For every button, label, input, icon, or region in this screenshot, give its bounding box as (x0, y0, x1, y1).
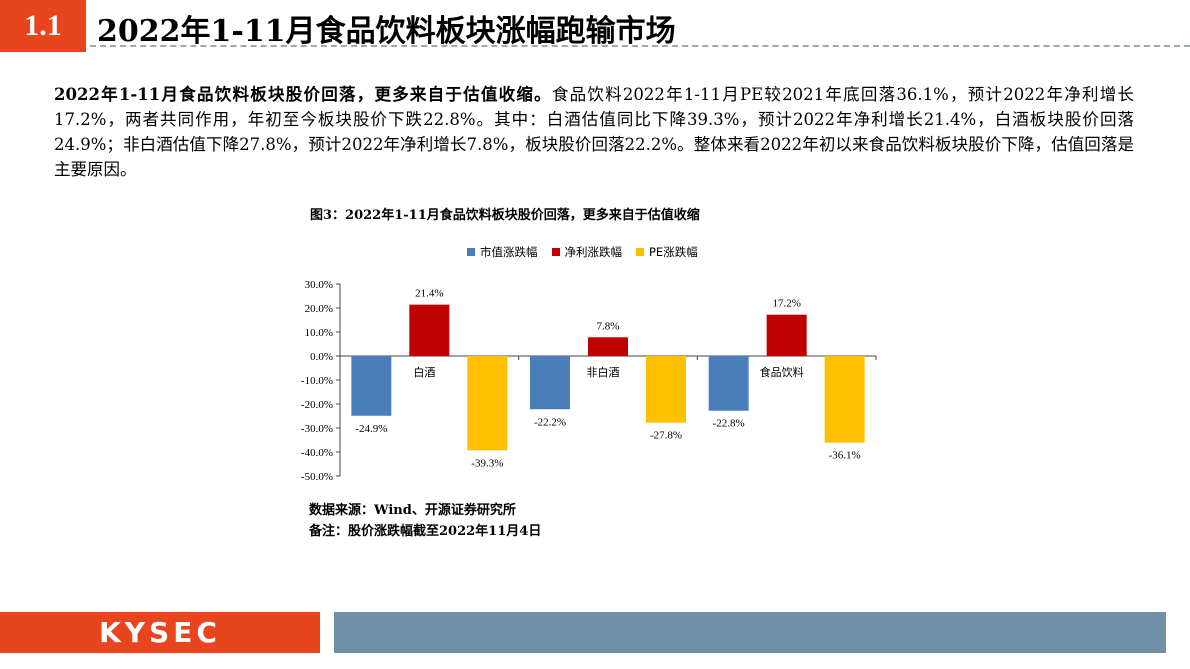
note-line: 备注：股价涨跌幅截至2022年11月4日 (309, 524, 542, 539)
summary-paragraph: 2022年1-11月食品饮料板块股价回落，更多来自于估值收缩。食品饮料2022年… (54, 82, 1134, 182)
legend-item-net-profit: 净利涨跌幅 (551, 244, 623, 260)
bar (588, 337, 628, 356)
y-tick-label: 10.0% (305, 327, 333, 339)
legend-swatch (551, 248, 560, 256)
figure-title: 图3：2022年1-11月食品饮料板块股价回落，更多来自于估值收缩 (310, 208, 700, 223)
data-label: 17.2% (772, 298, 800, 310)
bar (708, 356, 749, 411)
page-title: 2022年1-11月食品饮料板块涨幅跑输市场 (97, 14, 676, 49)
category-label: 白酒 (413, 365, 435, 379)
data-label: -22.8% (713, 418, 745, 430)
data-label: 7.8% (597, 320, 620, 332)
data-label: -36.1% (829, 450, 861, 462)
y-tick-label: -10.0% (301, 375, 333, 387)
legend-label: 市值涨跌幅 (480, 245, 538, 259)
footer-bar (334, 612, 1166, 653)
data-label: 21.4% (415, 288, 443, 300)
legend-item-pe: PE涨跌幅 (636, 244, 698, 260)
bar-chart: 30.0% 20.0% 10.0% 0.0% -10.0% -20.0% -30.0% -40… (301, 279, 877, 483)
figure-source: 数据来源：Wind、开源证券研究所 备注：股价涨跌幅截至2022年11月4日 (309, 500, 541, 542)
legend-swatch (467, 248, 475, 256)
bar (824, 356, 865, 443)
category-label: 食品饮料 (760, 365, 804, 379)
y-tick-label: -30.0% (301, 423, 333, 435)
y-tick-label: 30.0% (305, 279, 333, 291)
y-tick-label: -20.0% (301, 399, 333, 411)
chart-legend: 市值涨跌幅 净利涨跌幅 PE涨跌幅 (467, 244, 698, 260)
kysec-logo: KYSEC (0, 612, 320, 653)
legend-label: 净利涨跌幅 (564, 245, 623, 259)
header-divider (90, 45, 1190, 47)
legend-label: PE涨跌幅 (649, 245, 698, 259)
logo-text: KYSEC (99, 616, 221, 649)
bar (646, 356, 686, 423)
section-number-badge: 1.1 (0, 0, 86, 52)
summary-body: 食品饮料2022年1-11月PE较2021年底回落36.1%，预计2022年净利… (54, 85, 1135, 179)
data-label: -24.9% (355, 423, 387, 435)
y-tick-label: -40.0% (301, 447, 333, 459)
data-label: -39.3% (471, 457, 503, 469)
y-tick-label: -50.0% (301, 471, 333, 483)
category-label: 非白酒 (587, 365, 620, 379)
source-line: 数据来源：Wind、开源证券研究所 (309, 503, 516, 518)
bar (351, 356, 392, 416)
legend-item-market-cap: 市值涨跌幅 (467, 244, 538, 260)
y-tick-label: 0.0% (310, 351, 333, 363)
legend-swatch (636, 248, 644, 256)
data-label: -22.2% (534, 416, 566, 428)
bar (409, 304, 450, 356)
y-tick-label: 20.0% (305, 303, 333, 315)
bar (530, 356, 570, 410)
bar (766, 314, 807, 356)
summary-lead: 2022年1-11月食品饮料板块股价回落，更多来自于估值收缩。 (54, 85, 552, 104)
data-label: -27.8% (650, 430, 682, 442)
bar (467, 356, 508, 451)
